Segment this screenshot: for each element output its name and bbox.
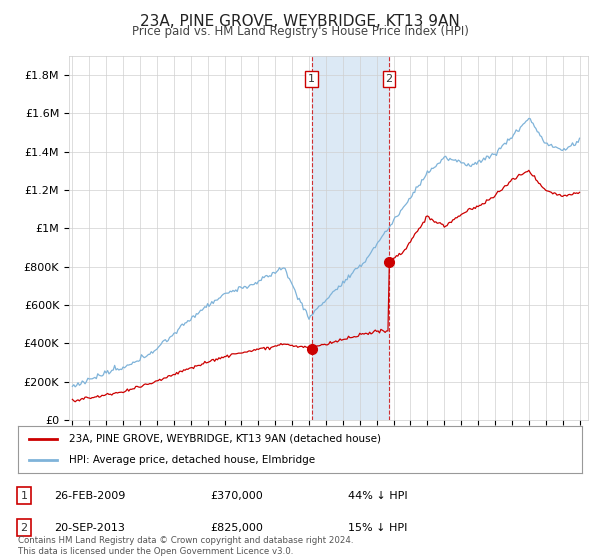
Text: 26-FEB-2009: 26-FEB-2009 [54, 491, 125, 501]
Text: 1: 1 [20, 491, 28, 501]
Text: 15% ↓ HPI: 15% ↓ HPI [348, 522, 407, 533]
Text: 23A, PINE GROVE, WEYBRIDGE, KT13 9AN (detached house): 23A, PINE GROVE, WEYBRIDGE, KT13 9AN (de… [69, 434, 381, 444]
Text: Price paid vs. HM Land Registry's House Price Index (HPI): Price paid vs. HM Land Registry's House … [131, 25, 469, 38]
Text: 20-SEP-2013: 20-SEP-2013 [54, 522, 125, 533]
Text: 1: 1 [308, 74, 315, 84]
Text: 2: 2 [20, 522, 28, 533]
Text: Contains HM Land Registry data © Crown copyright and database right 2024.
This d: Contains HM Land Registry data © Crown c… [18, 536, 353, 556]
Text: 44% ↓ HPI: 44% ↓ HPI [348, 491, 407, 501]
Text: HPI: Average price, detached house, Elmbridge: HPI: Average price, detached house, Elmb… [69, 455, 315, 465]
Text: 23A, PINE GROVE, WEYBRIDGE, KT13 9AN: 23A, PINE GROVE, WEYBRIDGE, KT13 9AN [140, 14, 460, 29]
Text: £370,000: £370,000 [210, 491, 263, 501]
Bar [311, 56, 389, 420]
Text: £825,000: £825,000 [210, 522, 263, 533]
Text: 2: 2 [385, 74, 392, 84]
